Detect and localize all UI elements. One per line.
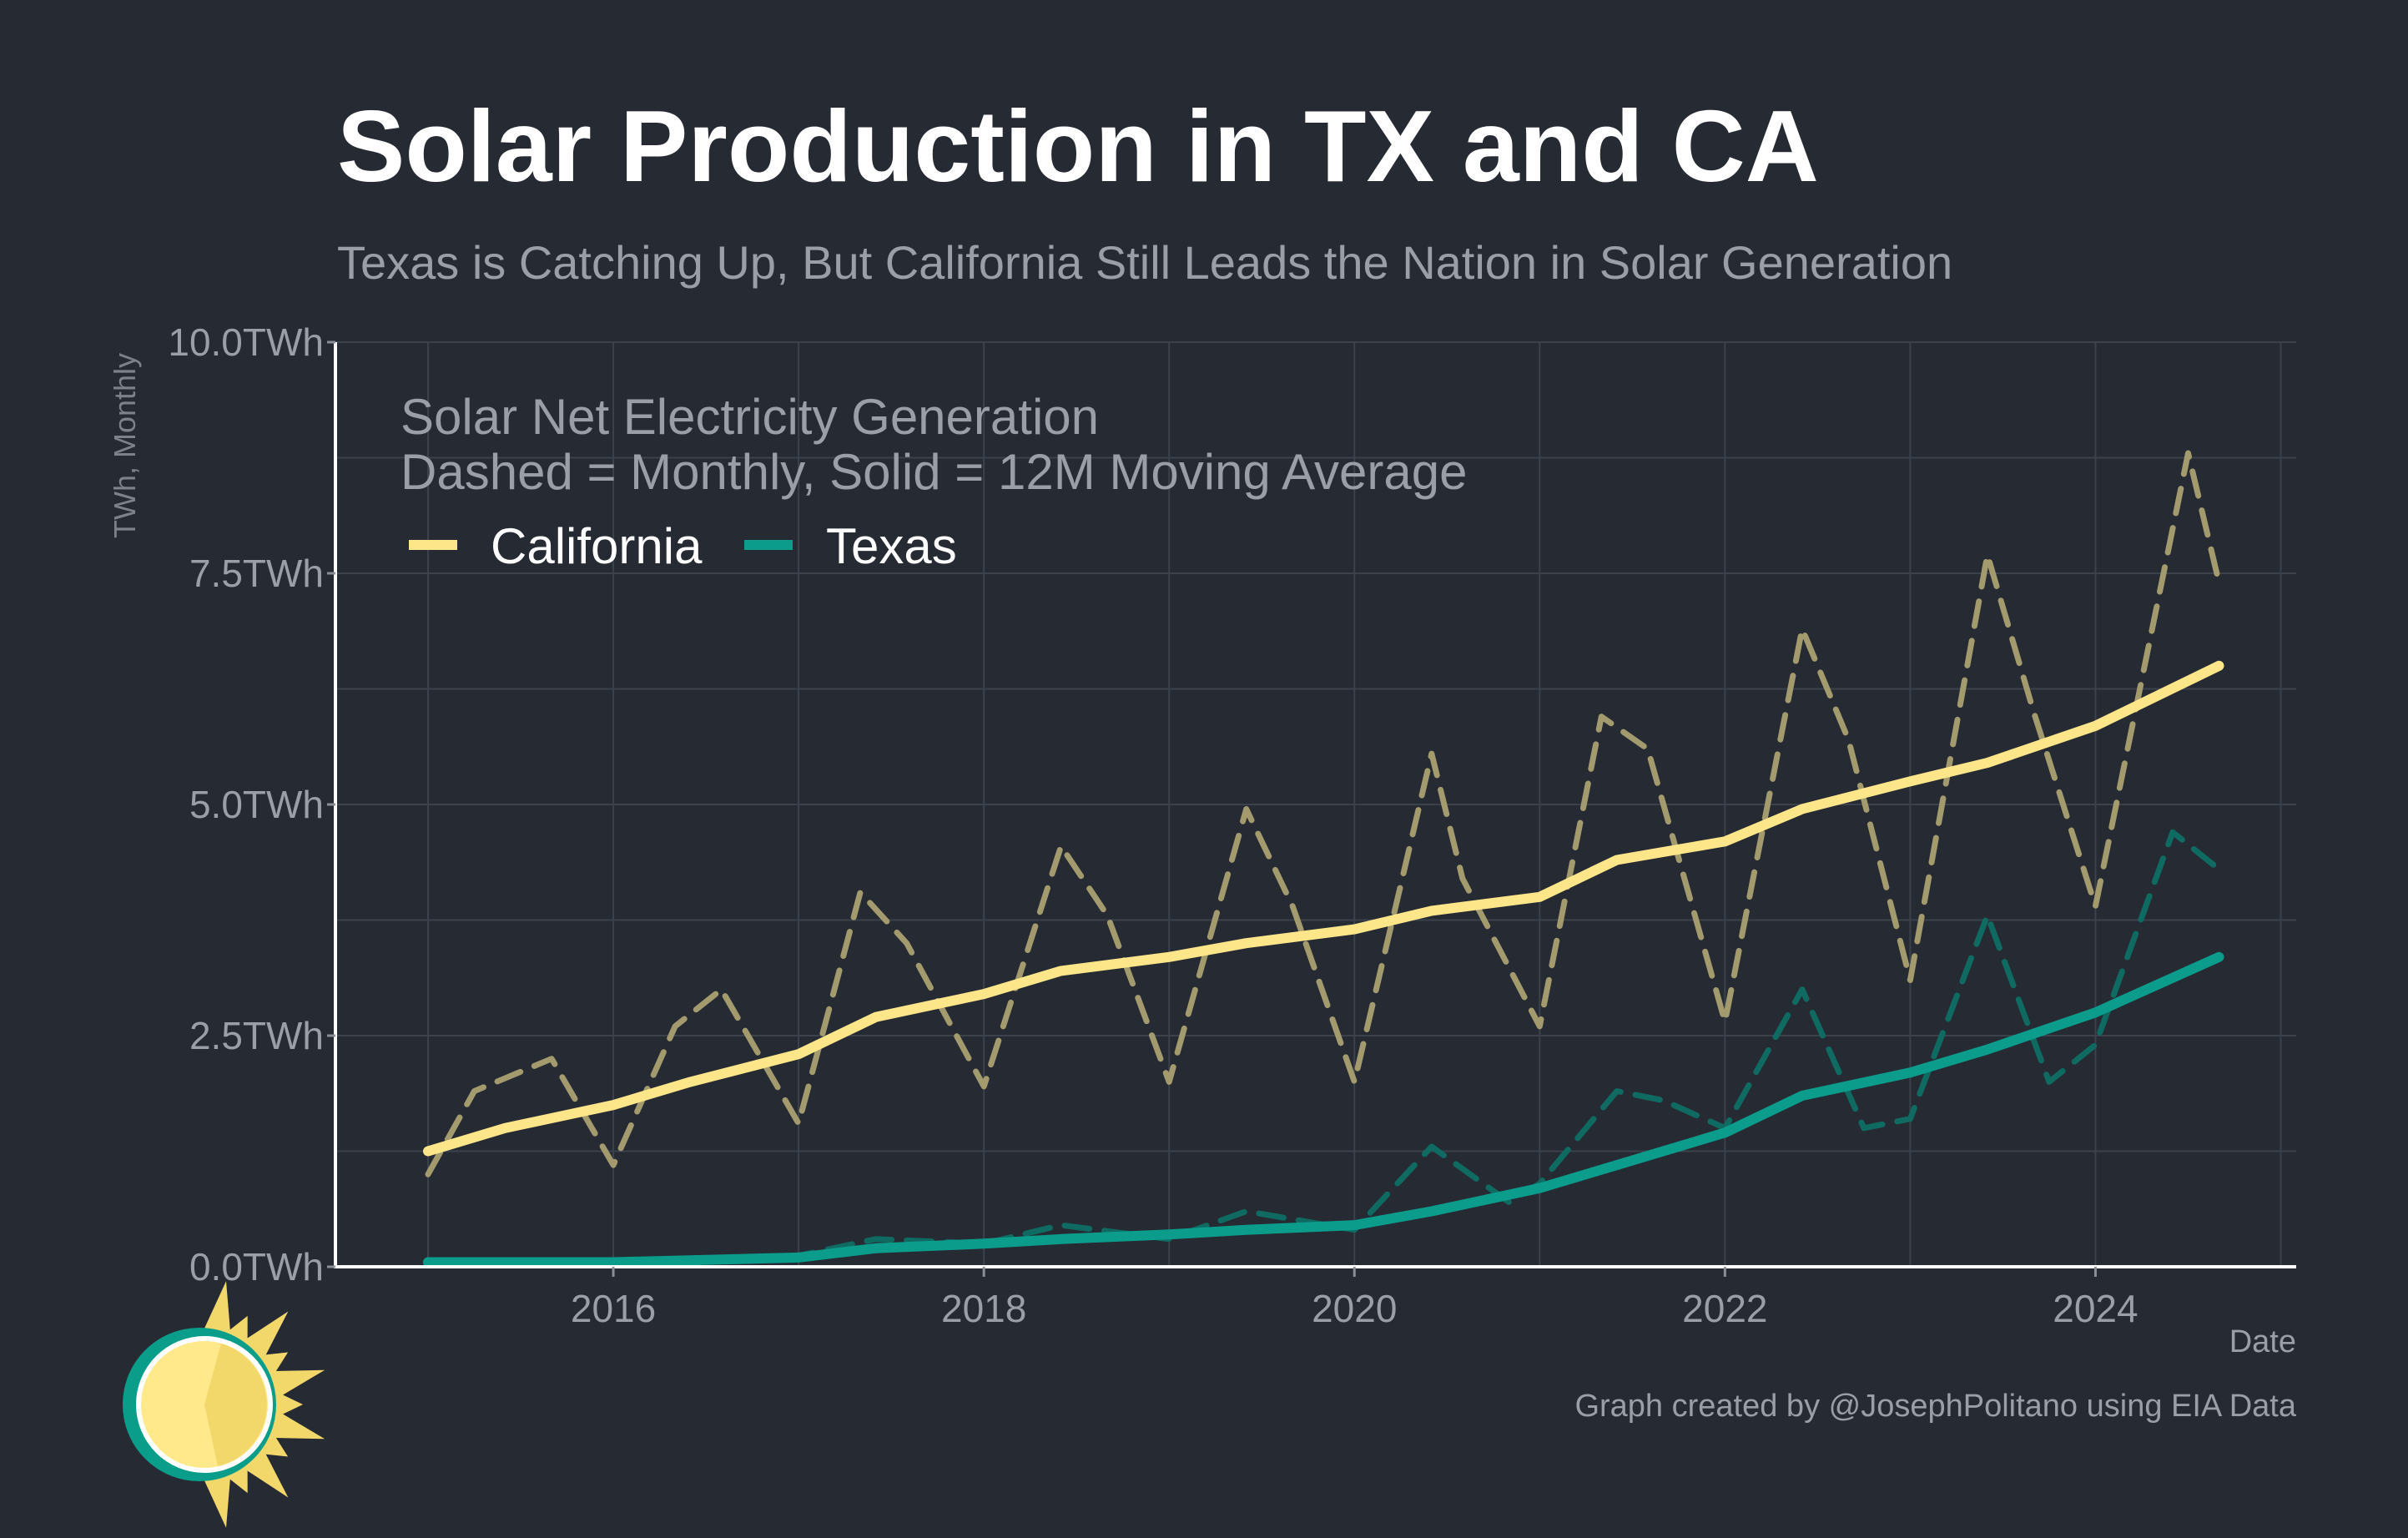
y-tick-label: 5.0TWh: [189, 783, 324, 826]
legend-title-line2: Dashed = Monthly, Solid = 12M Moving Ave…: [400, 444, 1468, 500]
series-line-california-dashed: [425, 450, 2222, 1177]
chart-subtitle: Texas is Catching Up, But California Sti…: [337, 236, 1953, 289]
grid: [335, 341, 2296, 1268]
x-tick-label: 2022: [1682, 1287, 1767, 1330]
x-tick-label: 2018: [941, 1287, 1026, 1330]
y-tick-label: 2.5TWh: [189, 1014, 324, 1057]
sun-ray: [200, 1281, 231, 1342]
sun-ray: [200, 1467, 231, 1528]
sun-shade: [204, 1344, 267, 1466]
x-tick-label: 2024: [2053, 1287, 2138, 1330]
axes: 0.0TWh 2.5TWh 5.0TWh 7.5TWh 10.0TWh 2016 2018 2…: [108, 320, 2296, 1359]
series-line-california-solid: [423, 660, 2224, 1157]
y-axis-label: TWh, Monthly: [108, 353, 142, 538]
sun-icon: [123, 1281, 325, 1528]
sun-ray: [264, 1408, 325, 1440]
series-lines: [423, 450, 2224, 1268]
legend-label-california: California: [491, 518, 703, 574]
legend-title-line1: Solar Net Electricity Generation: [400, 389, 1099, 445]
chart-title: Solar Production in TX and CA: [337, 89, 1819, 203]
y-tick-label: 0.0TWh: [189, 1245, 324, 1288]
series-line-texas-solid: [423, 951, 2224, 1268]
credit-line: Graph created by @JosephPolitano using E…: [1574, 1389, 2296, 1424]
y-tick-label: 7.5TWh: [189, 552, 324, 595]
x-axis-label: Date: [2229, 1324, 2296, 1359]
legend-label-texas: Texas: [826, 518, 957, 574]
series-line-texas-dashed: [425, 829, 2222, 1265]
x-tick-label: 2016: [571, 1287, 656, 1330]
x-tick-label: 2020: [1312, 1287, 1397, 1330]
y-tick-label: 10.0TWh: [168, 320, 324, 364]
